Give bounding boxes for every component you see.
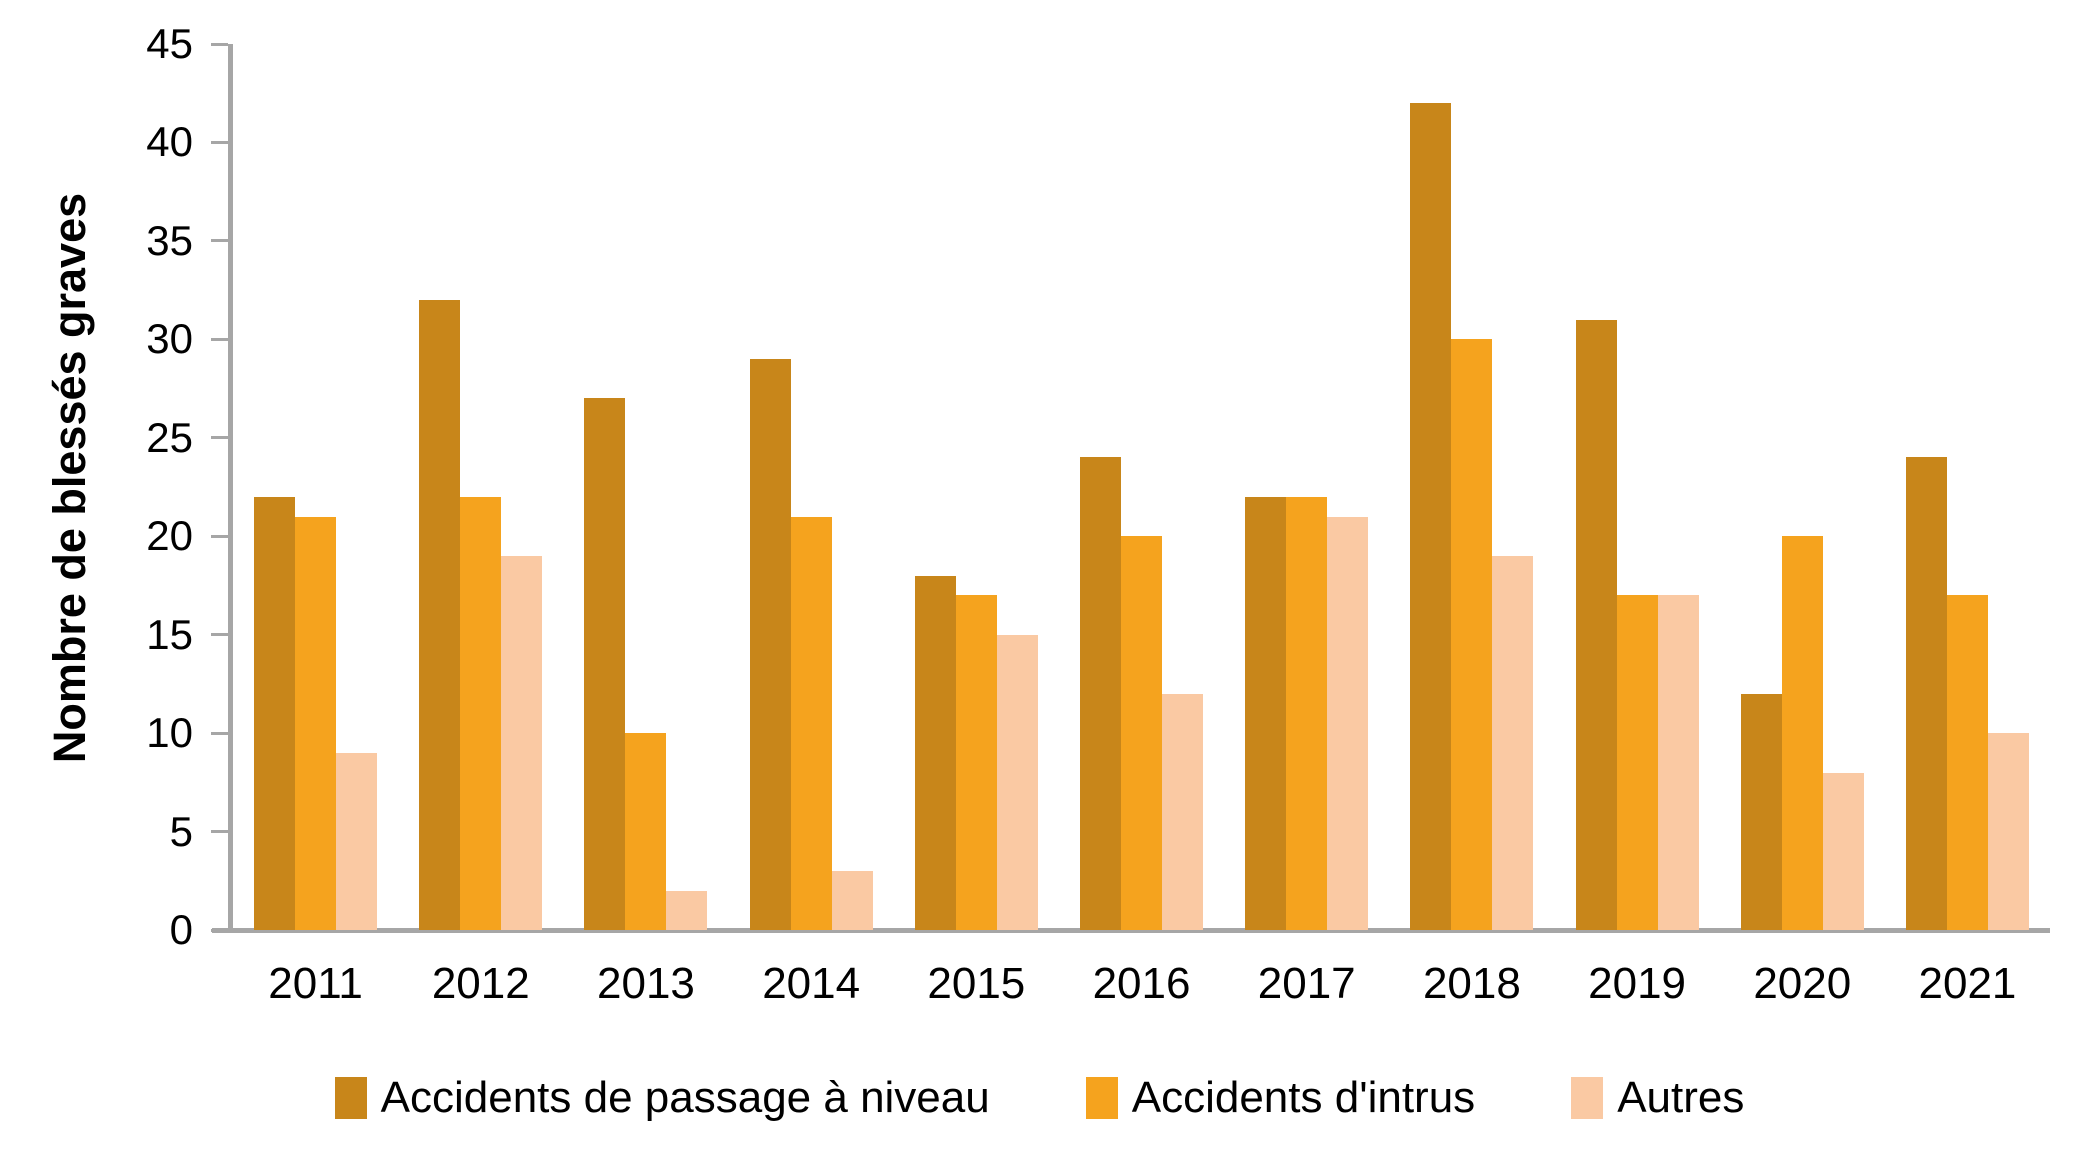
bar-2015 bbox=[914, 575, 956, 930]
bar-2021 bbox=[1905, 457, 1947, 930]
bar-group-2018 bbox=[1389, 44, 1554, 930]
bar-group-2021 bbox=[1885, 44, 2050, 930]
bar-2017 bbox=[1327, 516, 1369, 930]
legend-label: Autres bbox=[1617, 1073, 1745, 1122]
bar-2015 bbox=[955, 595, 997, 930]
bar-2014 bbox=[790, 516, 832, 930]
y-tick-mark bbox=[211, 42, 228, 46]
bar-2020 bbox=[1781, 536, 1823, 930]
legend-label: Accidents d'intrus bbox=[1131, 1073, 1476, 1122]
x-axis-label-2013: 2013 bbox=[597, 959, 695, 1008]
bar-2018 bbox=[1451, 339, 1493, 930]
x-axis-line bbox=[212, 928, 2050, 933]
bar-group-2011 bbox=[233, 44, 398, 930]
bar-group-2012 bbox=[398, 44, 563, 930]
x-axis-label-2021: 2021 bbox=[1918, 959, 2017, 1008]
bar-2011 bbox=[336, 752, 378, 930]
y-tick-mark bbox=[211, 140, 228, 144]
y-tick-mark bbox=[211, 239, 228, 243]
y-tick-label: 10 bbox=[146, 709, 193, 757]
bar-2018 bbox=[1492, 555, 1534, 930]
legend-item: Accidents de passage à niveau bbox=[334, 1072, 990, 1124]
bar-2019 bbox=[1657, 595, 1699, 930]
y-tick-label: 35 bbox=[146, 216, 193, 264]
bar-group-2019 bbox=[1555, 44, 1720, 930]
legend: Accidents de passage à niveau Accidents d… bbox=[0, 1072, 2079, 1124]
bar-2021 bbox=[1987, 733, 2029, 930]
bar-group-2014 bbox=[729, 44, 894, 930]
bar-2013 bbox=[625, 733, 667, 930]
bar-2017 bbox=[1245, 496, 1287, 930]
bar-2020 bbox=[1822, 772, 1864, 930]
bar-2016 bbox=[1080, 457, 1122, 930]
y-tick-label: 20 bbox=[146, 512, 193, 560]
bar-group-2017 bbox=[1224, 44, 1389, 930]
bar-2012 bbox=[460, 496, 502, 930]
y-axis-title: Nombre de blessés graves bbox=[44, 192, 95, 764]
legend-item: Autres bbox=[1571, 1072, 1744, 1124]
x-axis-label-2020: 2020 bbox=[1753, 959, 1852, 1008]
bar-2013 bbox=[584, 398, 626, 930]
legend-swatch-icon bbox=[1085, 1077, 1118, 1119]
bar-group-2013 bbox=[563, 44, 728, 930]
bar-2019 bbox=[1575, 319, 1617, 930]
y-tick-label: 45 bbox=[146, 20, 193, 67]
bar-2013 bbox=[666, 890, 708, 930]
bar-2015 bbox=[996, 634, 1038, 930]
bar-2016 bbox=[1121, 536, 1163, 930]
x-axis-label-2015: 2015 bbox=[927, 959, 1026, 1008]
x-axis-label-2012: 2012 bbox=[431, 959, 530, 1008]
y-tick-mark bbox=[211, 633, 228, 637]
x-axis-label-2019: 2019 bbox=[1588, 959, 1687, 1008]
x-axis-labels: 2011 2012 2013 2014 2015 2016 2017 2018 2019 2020… bbox=[233, 958, 2050, 1010]
y-tick-mark bbox=[211, 830, 228, 834]
legend-swatch-icon bbox=[334, 1077, 367, 1119]
x-axis-label-2016: 2016 bbox=[1092, 959, 1191, 1008]
y-tick-mark bbox=[211, 534, 228, 538]
y-axis-line bbox=[228, 44, 233, 933]
x-axis-label-2018: 2018 bbox=[1422, 959, 1521, 1008]
bar-2016 bbox=[1162, 693, 1204, 930]
y-tick-label: 30 bbox=[146, 315, 193, 363]
bar-2012 bbox=[501, 555, 543, 930]
y-tick-mark bbox=[211, 337, 228, 341]
bar-2011 bbox=[254, 496, 296, 930]
legend-label: Accidents de passage à niveau bbox=[380, 1073, 990, 1122]
y-tick-mark bbox=[211, 436, 228, 440]
y-tick-label: 0 bbox=[169, 906, 193, 953]
bar-group-2020 bbox=[1720, 44, 1885, 930]
bar-group-2016 bbox=[1059, 44, 1224, 930]
plot-area bbox=[233, 44, 2050, 930]
bar-2019 bbox=[1616, 595, 1658, 930]
legend-swatch-icon bbox=[1571, 1077, 1604, 1119]
bar-2014 bbox=[749, 359, 791, 930]
bar-group-2015 bbox=[894, 44, 1059, 930]
y-tick-label: 15 bbox=[146, 610, 193, 658]
x-axis-label-2014: 2014 bbox=[762, 959, 861, 1008]
bar-2012 bbox=[419, 299, 461, 930]
y-tick-label: 40 bbox=[146, 118, 193, 166]
bar-2011 bbox=[295, 516, 337, 930]
y-tick-label: 25 bbox=[146, 413, 193, 461]
bar-2017 bbox=[1286, 496, 1328, 930]
bar-2018 bbox=[1410, 103, 1452, 930]
y-tick-mark bbox=[211, 731, 228, 735]
bar-2021 bbox=[1946, 595, 1988, 930]
x-axis-label-2011: 2011 bbox=[268, 959, 363, 1008]
y-tick-mark bbox=[211, 928, 228, 932]
x-axis-label-2017: 2017 bbox=[1257, 959, 1356, 1008]
bar-2014 bbox=[831, 870, 873, 930]
bar-2020 bbox=[1740, 693, 1782, 930]
y-tick-label: 5 bbox=[169, 807, 193, 855]
legend-item: Accidents d'intrus bbox=[1085, 1072, 1476, 1124]
